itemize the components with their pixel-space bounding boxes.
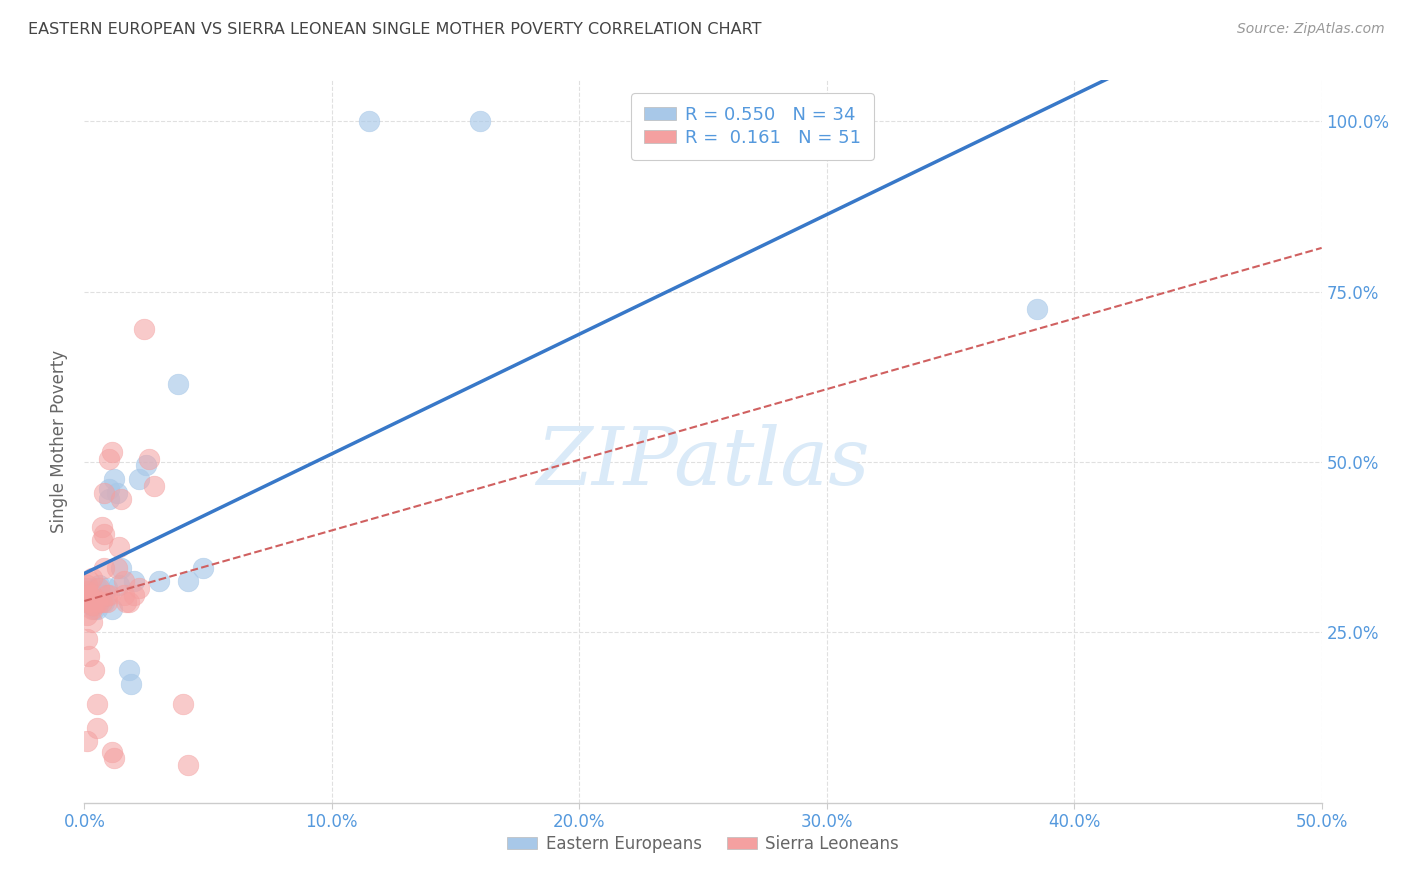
- Point: [89, 588, 111, 602]
- Point: [76, 581, 98, 595]
- Point: [118, 595, 141, 609]
- Point: [93, 485, 115, 500]
- Point: [122, 574, 145, 589]
- Point: [177, 758, 200, 772]
- Point: [96, 588, 118, 602]
- Point: [98, 451, 121, 466]
- Point: [83, 601, 105, 615]
- Point: [96, 581, 118, 595]
- Point: [90, 533, 112, 548]
- Point: [120, 676, 142, 690]
- Point: [98, 482, 121, 496]
- Point: [76, 608, 98, 623]
- Point: [191, 560, 214, 574]
- Point: [138, 451, 160, 466]
- Point: [93, 560, 115, 574]
- Point: [80, 571, 103, 585]
- Point: [177, 574, 200, 589]
- Point: [148, 574, 170, 589]
- Point: [76, 595, 98, 609]
- Point: [79, 588, 101, 602]
- Point: [90, 588, 112, 602]
- Point: [86, 591, 108, 606]
- Point: [112, 588, 135, 602]
- Point: [79, 595, 101, 609]
- Point: [86, 595, 108, 609]
- Point: [80, 598, 103, 612]
- Point: [110, 560, 132, 574]
- Point: [105, 485, 128, 500]
- Point: [80, 598, 103, 612]
- Point: [89, 577, 111, 591]
- Point: [90, 520, 112, 534]
- Point: [79, 574, 101, 589]
- Legend: Eastern Europeans, Sierra Leoneans: Eastern Europeans, Sierra Leoneans: [501, 828, 905, 860]
- Point: [83, 598, 105, 612]
- Point: [86, 721, 108, 735]
- Point: [89, 581, 111, 595]
- Point: [83, 663, 105, 677]
- Point: [115, 595, 138, 609]
- Point: [100, 601, 122, 615]
- Point: [132, 322, 155, 336]
- Point: [1026, 301, 1049, 316]
- Point: [76, 591, 98, 606]
- Point: [167, 376, 190, 391]
- Point: [79, 595, 101, 609]
- Text: EASTERN EUROPEAN VS SIERRA LEONEAN SINGLE MOTHER POVERTY CORRELATION CHART: EASTERN EUROPEAN VS SIERRA LEONEAN SINGL…: [28, 22, 762, 37]
- Point: [79, 649, 101, 664]
- Point: [83, 591, 105, 606]
- Point: [79, 588, 101, 602]
- Point: [86, 601, 108, 615]
- Point: [96, 595, 118, 609]
- Point: [105, 560, 128, 574]
- Point: [80, 615, 103, 630]
- Point: [76, 734, 98, 748]
- Point: [142, 479, 165, 493]
- Point: [89, 595, 111, 609]
- Point: [108, 577, 131, 591]
- Point: [110, 492, 132, 507]
- Point: [112, 574, 135, 589]
- Text: ZIPatlas: ZIPatlas: [536, 425, 870, 502]
- Point: [80, 601, 103, 615]
- Point: [103, 472, 125, 486]
- Point: [80, 584, 103, 599]
- Point: [76, 577, 98, 591]
- Point: [93, 595, 115, 609]
- Point: [470, 114, 492, 128]
- Point: [128, 581, 150, 595]
- Point: [128, 472, 150, 486]
- Point: [100, 444, 122, 458]
- Point: [118, 663, 141, 677]
- Point: [108, 540, 131, 554]
- Point: [90, 595, 112, 609]
- Point: [98, 588, 121, 602]
- Point: [98, 492, 121, 507]
- Point: [79, 584, 101, 599]
- Point: [357, 114, 380, 128]
- Point: [80, 588, 103, 602]
- Point: [103, 751, 125, 765]
- Point: [76, 632, 98, 647]
- Y-axis label: Single Mother Poverty: Single Mother Poverty: [51, 350, 69, 533]
- Text: Source: ZipAtlas.com: Source: ZipAtlas.com: [1237, 22, 1385, 37]
- Point: [122, 588, 145, 602]
- Point: [93, 526, 115, 541]
- Point: [86, 697, 108, 711]
- Point: [76, 584, 98, 599]
- Point: [100, 745, 122, 759]
- Point: [86, 581, 108, 595]
- Point: [172, 697, 194, 711]
- Point: [135, 458, 157, 473]
